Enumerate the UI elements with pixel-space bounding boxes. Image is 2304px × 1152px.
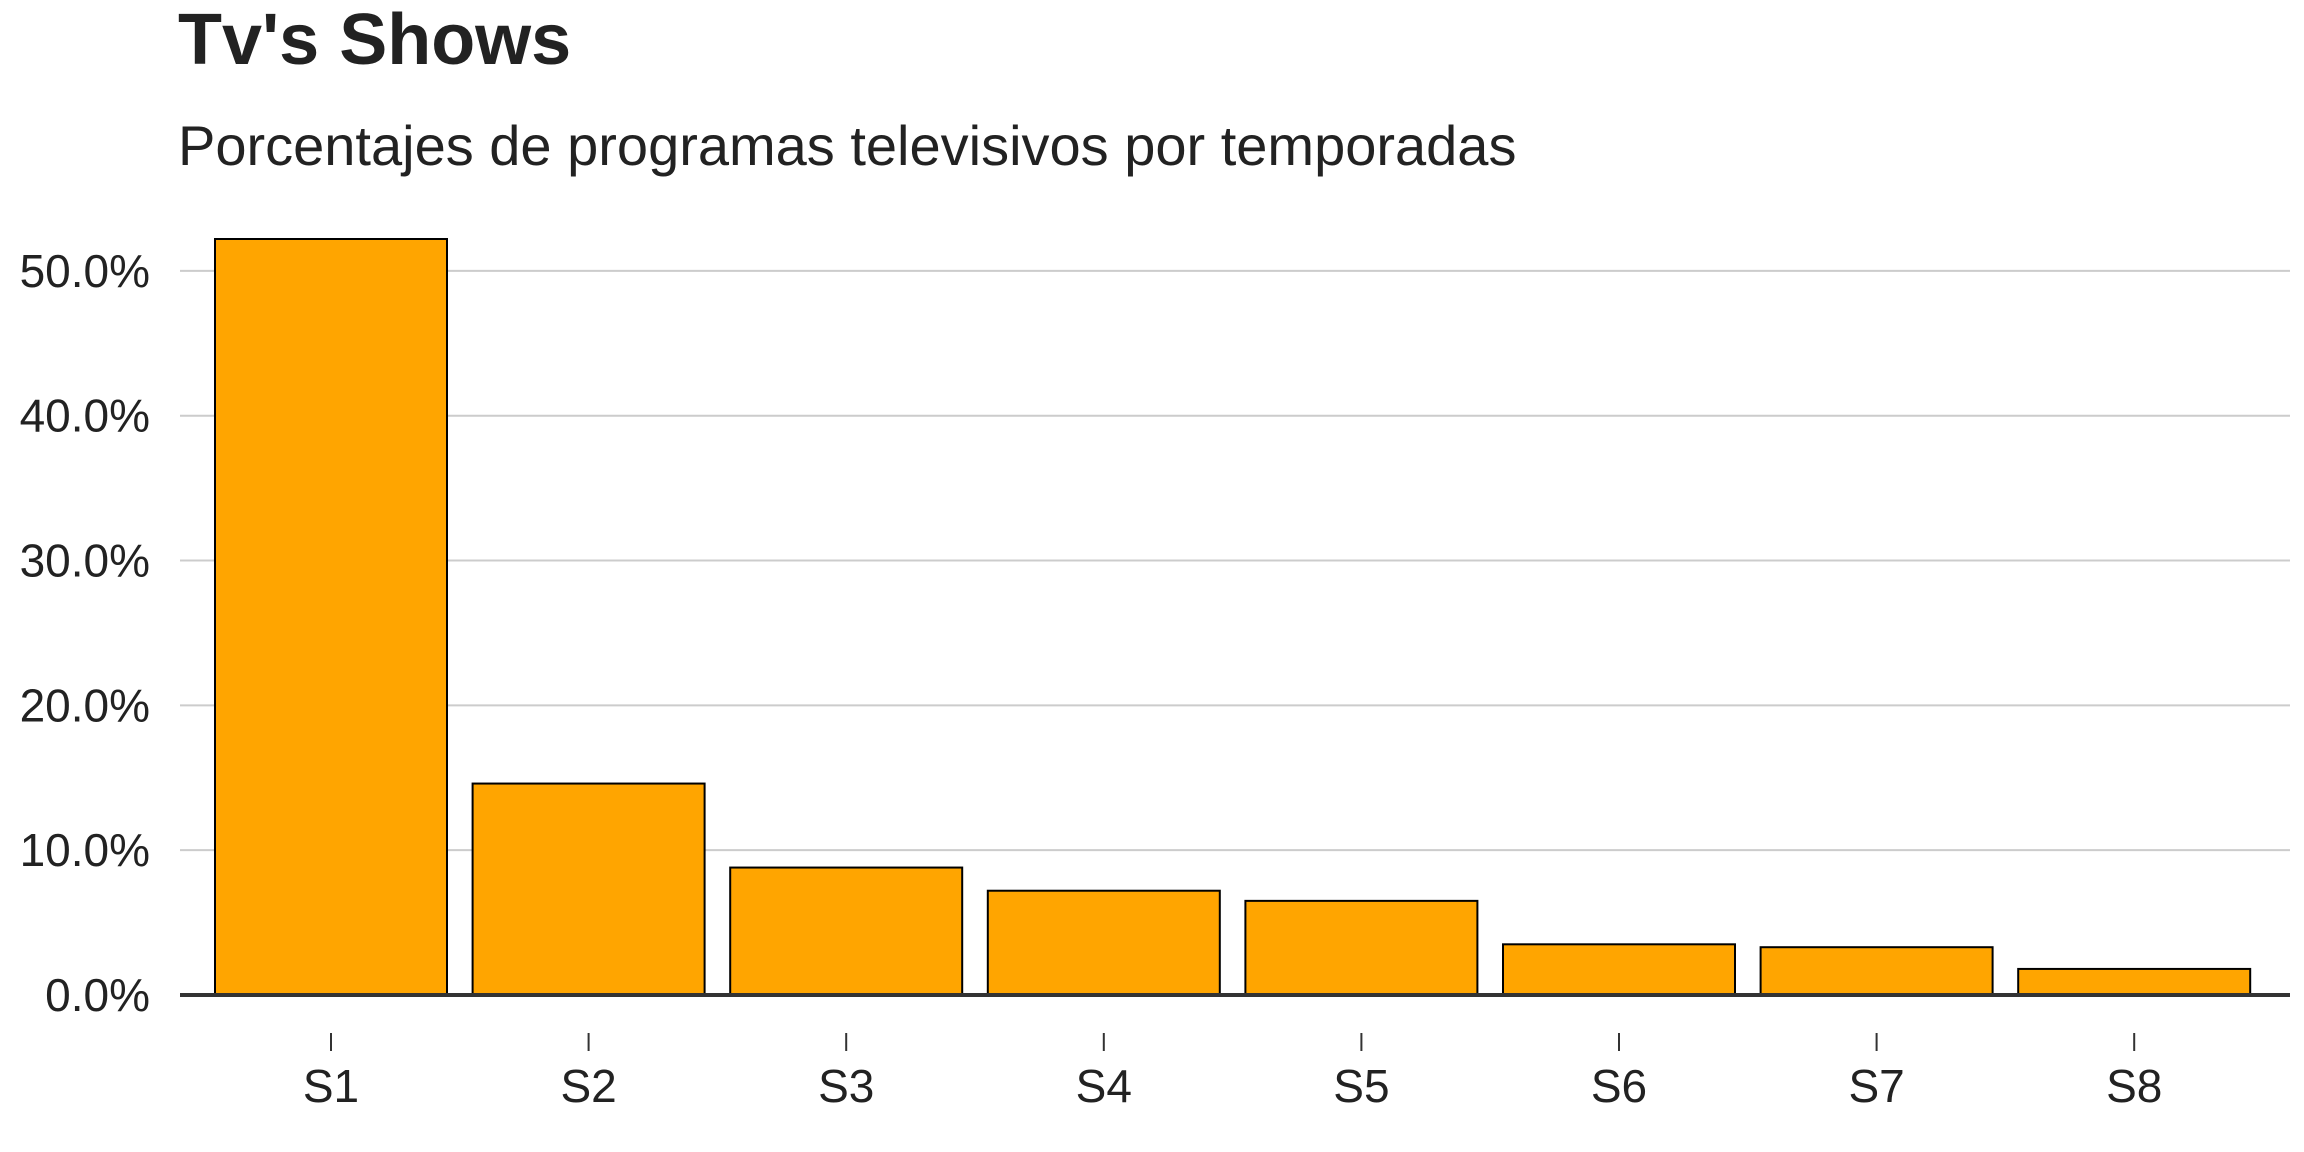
bars bbox=[214, 238, 2252, 997]
x-tick-label: S1 bbox=[303, 1060, 359, 1112]
y-tick-label: 20.0% bbox=[20, 679, 150, 731]
y-tick-label: 10.0% bbox=[20, 824, 150, 876]
bar-s1 bbox=[214, 238, 448, 996]
bar-s5 bbox=[1244, 899, 1479, 996]
bar-s2 bbox=[471, 782, 706, 996]
y-axis-tick-labels: 0.0% 10.0% 20.0% 30.0% 40.0% 50.0% bbox=[20, 245, 150, 1021]
bar-s8 bbox=[2017, 967, 2252, 996]
x-tick-label: S5 bbox=[1333, 1060, 1389, 1112]
x-tick-label: S2 bbox=[560, 1060, 616, 1112]
x-tick-label: S7 bbox=[1848, 1060, 1904, 1112]
x-tick-label: S4 bbox=[1076, 1060, 1132, 1112]
chart-subtitle: Porcentajes de programas televisivos por… bbox=[178, 114, 1517, 177]
bar-s6 bbox=[1502, 943, 1736, 997]
x-axis-tick-labels: S1 S2 S3 S4 S5 S6 S7 S8 bbox=[303, 1060, 2162, 1112]
y-tick-label: 30.0% bbox=[20, 535, 150, 587]
y-tick-label: 50.0% bbox=[20, 245, 150, 297]
bar-s3 bbox=[729, 866, 964, 996]
bar-s4 bbox=[986, 889, 1221, 996]
x-tick-label: S3 bbox=[818, 1060, 874, 1112]
x-tick-label: S8 bbox=[2106, 1060, 2162, 1112]
gridlines bbox=[180, 269, 2290, 852]
y-tick-label: 0.0% bbox=[45, 969, 150, 1021]
y-tick-label: 40.0% bbox=[20, 390, 150, 442]
x-axis bbox=[180, 993, 2290, 1051]
bar-s7 bbox=[1759, 946, 1994, 997]
x-tick-label: S6 bbox=[1591, 1060, 1647, 1112]
chart-title: Tv's Shows bbox=[178, 0, 572, 80]
